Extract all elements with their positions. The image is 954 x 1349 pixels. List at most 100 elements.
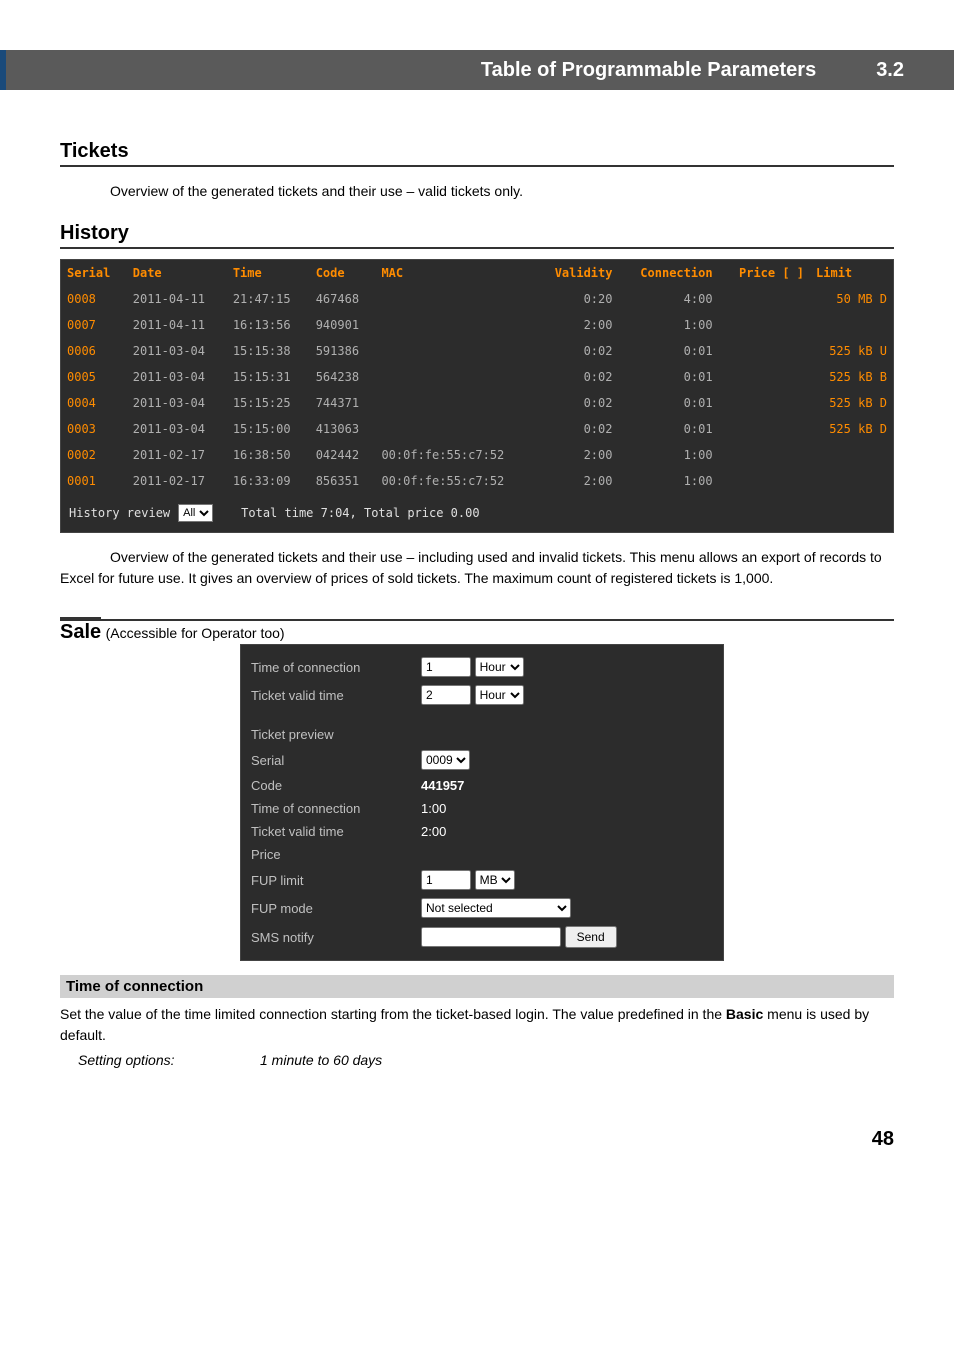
- table-cell: [719, 312, 810, 338]
- table-cell: 21:47:15: [227, 286, 310, 312]
- history-col-header: Validity: [536, 260, 619, 286]
- table-cell: 0003: [61, 416, 127, 442]
- table-cell: 0:01: [618, 416, 718, 442]
- table-cell: 2011-03-04: [127, 416, 227, 442]
- table-cell: [375, 286, 535, 312]
- table-cell: 50 MB D: [810, 286, 893, 312]
- table-cell: 0:02: [536, 390, 619, 416]
- table-cell: 744371: [310, 390, 376, 416]
- history-col-header: Date: [127, 260, 227, 286]
- table-row: 00082011-04-1121:47:154674680:204:0050 M…: [61, 286, 893, 312]
- sale-panel: Time of connection Hour Ticket valid tim…: [240, 644, 724, 961]
- table-cell: 856351: [310, 468, 376, 494]
- sale-heading: Sale: [60, 617, 101, 643]
- setting-options-value: 1 minute to 60 days: [260, 1052, 382, 1068]
- tickets-heading: Tickets: [60, 140, 894, 167]
- table-cell: [810, 312, 893, 338]
- table-row: 00032011-03-0415:15:004130630:020:01525 …: [61, 416, 893, 442]
- ticket-preview-label: Ticket preview: [251, 727, 411, 742]
- history-desc: Overview of the generated tickets and th…: [60, 547, 894, 589]
- table-cell: 2011-03-04: [127, 390, 227, 416]
- table-cell: 1:00: [618, 442, 718, 468]
- table-row: 00072011-04-1116:13:569409012:001:00: [61, 312, 893, 338]
- history-col-header: MAC: [375, 260, 535, 286]
- history-summary: Total time 7:04, Total price 0.00: [241, 506, 479, 520]
- table-cell: 0:01: [618, 338, 718, 364]
- table-row: 00012011-02-1716:33:0985635100:0f:fe:55:…: [61, 468, 893, 494]
- ticket-valid-time-unit[interactable]: Hour: [475, 685, 524, 705]
- table-cell: 1:00: [618, 312, 718, 338]
- table-row: 00042011-03-0415:15:257443710:020:01525 …: [61, 390, 893, 416]
- table-cell: 15:15:38: [227, 338, 310, 364]
- table-cell: 0:01: [618, 390, 718, 416]
- table-cell: [719, 338, 810, 364]
- sms-send-button[interactable]: Send: [565, 926, 617, 948]
- header-bar: Table of Programmable Parameters 3.2: [0, 50, 954, 90]
- table-cell: 0008: [61, 286, 127, 312]
- time-of-connection2-value: 1:00: [421, 801, 446, 816]
- table-cell: [375, 416, 535, 442]
- table-cell: 564238: [310, 364, 376, 390]
- time-of-connection-unit[interactable]: Hour: [475, 657, 524, 677]
- history-col-header: Serial: [61, 260, 127, 286]
- table-cell: 0:02: [536, 338, 619, 364]
- history-col-header: Connection: [618, 260, 718, 286]
- fup-mode-label: FUP mode: [251, 901, 411, 916]
- ticket-valid-time-input[interactable]: [421, 685, 471, 705]
- table-cell: 0002: [61, 442, 127, 468]
- table-cell: 2011-03-04: [127, 338, 227, 364]
- table-cell: 467468: [310, 286, 376, 312]
- table-cell: 00:0f:fe:55:c7:52: [375, 442, 535, 468]
- fup-mode-select[interactable]: Not selected: [421, 898, 571, 918]
- history-col-header: Time: [227, 260, 310, 286]
- table-cell: 0:02: [536, 364, 619, 390]
- table-cell: 0:20: [536, 286, 619, 312]
- setting-options-label: Setting options:: [60, 1052, 260, 1068]
- sms-notify-input[interactable]: [421, 927, 561, 947]
- table-cell: 00:0f:fe:55:c7:52: [375, 468, 535, 494]
- time-of-connection-heading: Time of connection: [60, 975, 894, 998]
- history-review-select[interactable]: All: [178, 504, 213, 522]
- table-cell: 525 kB D: [810, 390, 893, 416]
- fup-limit-input[interactable]: [421, 870, 471, 890]
- header-section-number: 3.2: [876, 59, 904, 82]
- table-cell: 525 kB U: [810, 338, 893, 364]
- table-cell: 0007: [61, 312, 127, 338]
- table-cell: [375, 338, 535, 364]
- ticket-valid2-label: Ticket valid time: [251, 824, 411, 839]
- table-cell: [375, 364, 535, 390]
- time-of-connection-label: Time of connection: [251, 660, 411, 675]
- table-cell: 591386: [310, 338, 376, 364]
- time-of-connection2-label: Time of connection: [251, 801, 411, 816]
- price-label: Price: [251, 847, 411, 862]
- serial-select[interactable]: 0009: [421, 750, 470, 770]
- table-cell: 2:00: [536, 442, 619, 468]
- table-cell: [719, 286, 810, 312]
- sale-heading-row: Sale (Accessible for Operator too): [60, 619, 894, 644]
- table-cell: 15:15:31: [227, 364, 310, 390]
- table-cell: 0005: [61, 364, 127, 390]
- table-cell: 1:00: [618, 468, 718, 494]
- table-cell: 2:00: [536, 468, 619, 494]
- table-cell: 2011-03-04: [127, 364, 227, 390]
- time-of-connection-input[interactable]: [421, 657, 471, 677]
- table-cell: [719, 442, 810, 468]
- table-cell: [719, 390, 810, 416]
- table-cell: 15:15:25: [227, 390, 310, 416]
- sms-notify-label: SMS notify: [251, 930, 411, 945]
- table-cell: [375, 390, 535, 416]
- history-table-panel: SerialDateTimeCodeMACValidityConnectionP…: [60, 259, 894, 533]
- ticket-valid-time-label: Ticket valid time: [251, 688, 411, 703]
- sale-subheading: (Accessible for Operator too): [106, 625, 285, 641]
- history-col-header: Limit: [810, 260, 893, 286]
- history-footer: History review All Total time 7:04, Tota…: [61, 494, 893, 532]
- table-cell: 0:01: [618, 364, 718, 390]
- fup-limit-label: FUP limit: [251, 873, 411, 888]
- tickets-desc: Overview of the generated tickets and th…: [110, 181, 894, 202]
- setting-options-row: Setting options: 1 minute to 60 days: [60, 1052, 894, 1068]
- table-cell: 042442: [310, 442, 376, 468]
- table-cell: 413063: [310, 416, 376, 442]
- table-row: 00052011-03-0415:15:315642380:020:01525 …: [61, 364, 893, 390]
- fup-limit-unit[interactable]: MB: [475, 870, 515, 890]
- history-col-header: Code: [310, 260, 376, 286]
